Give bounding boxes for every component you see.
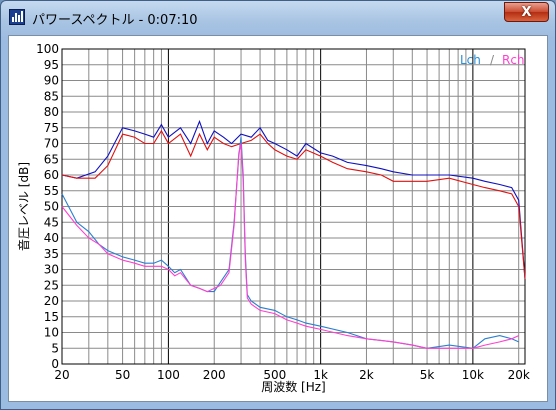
x-tick-label: 10k [462, 368, 484, 382]
spectrum-app-icon[interactable] [9, 9, 25, 25]
spectrum-chart: 0510152025303540455055606570758085909510… [16, 42, 530, 394]
series-line-lch-0 [61, 119, 526, 279]
close-button[interactable]: X [504, 2, 549, 22]
x-tick-label: 1k [313, 368, 328, 382]
y-tick-label: 55 [44, 184, 59, 198]
y-tick-label: 75 [44, 121, 59, 135]
y-tick-label: 50 [44, 200, 59, 214]
y-tick-label: 10 [44, 326, 59, 340]
y-tick-label: 100 [36, 42, 59, 56]
title-bar[interactable]: パワースペクトル - 0:07:10 X [1, 1, 555, 35]
y-tick-label: 95 [44, 58, 59, 72]
y-tick-label: 80 [44, 105, 59, 119]
y-tick-label: 20 [44, 294, 59, 308]
y-tick-label: 85 [44, 89, 59, 103]
x-axis-label: 周波数 [Hz] [261, 379, 326, 394]
x-tick-label: 20 [54, 368, 69, 382]
x-tick-label: 5k [420, 368, 435, 382]
x-tick-label: 20k [508, 368, 530, 382]
y-tick-label: 5 [51, 341, 59, 355]
grid [61, 48, 525, 365]
legend-separator: / [490, 53, 495, 67]
x-tick-label: 100 [157, 368, 180, 382]
y-axis-label: 音圧レベル [dB] [16, 162, 31, 251]
series-line-rch-1 [61, 129, 526, 279]
x-tick-label: 2k [359, 368, 374, 382]
legend-lch: Lch [460, 53, 481, 67]
y-tick-label: 25 [44, 278, 59, 292]
y-tick-label: 40 [44, 231, 59, 245]
y-tick-label: 30 [44, 263, 59, 277]
y-tick-label: 60 [44, 168, 59, 182]
y-tick-label: 90 [44, 74, 59, 88]
x-tick-label: 50 [115, 368, 130, 382]
close-icon: X [521, 4, 532, 20]
y-tick-label: 35 [44, 247, 59, 261]
legend-rch: Rch [502, 53, 525, 67]
y-tick-label: 15 [44, 310, 59, 324]
y-tick-label: 0 [51, 357, 59, 371]
series-line-rch-3 [61, 143, 519, 349]
chart-area: 0 5 10 15 20 25 30 35 40 45 50 55 60 65 70 75 80 85 90 95 10… [8, 35, 548, 402]
window-title: パワースペクトル - 0:07:10 [32, 13, 198, 28]
x-tick-label: 500 [263, 368, 286, 382]
y-tick-label: 70 [44, 137, 59, 151]
y-tick-label: 45 [44, 215, 59, 229]
y-tick-label: 65 [44, 152, 59, 166]
x-tick-label: 200 [203, 368, 226, 382]
